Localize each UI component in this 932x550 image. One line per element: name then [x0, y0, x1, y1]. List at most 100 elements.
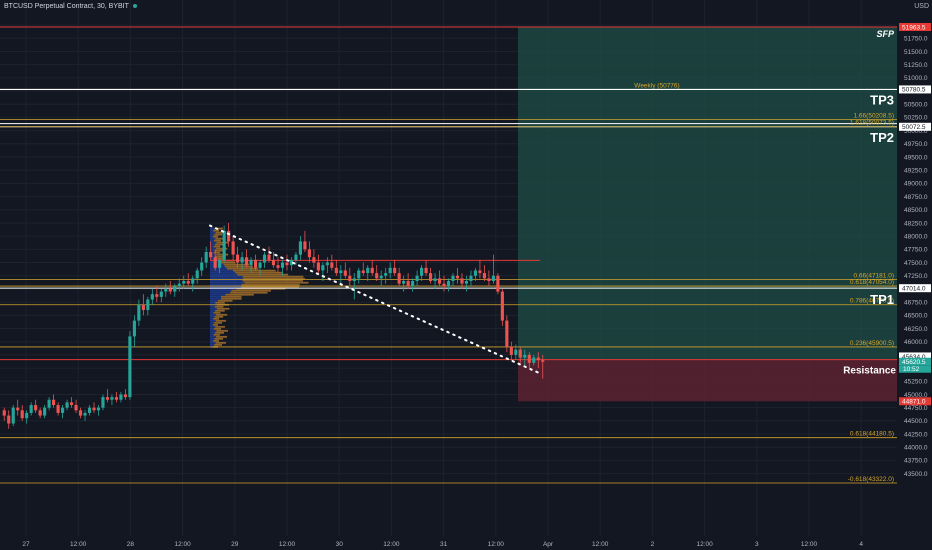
volume-bar	[215, 319, 227, 322]
volume-bar	[210, 343, 215, 346]
volume-bar	[213, 317, 220, 320]
weekly-price-tag: 50780.5	[902, 87, 926, 94]
candle-body	[294, 254, 298, 260]
candle-body	[96, 407, 101, 411]
candle-body	[110, 397, 114, 400]
candle-body	[397, 273, 401, 284]
volume-bar	[225, 293, 254, 296]
candle-body	[464, 281, 469, 284]
candle-body	[505, 320, 509, 347]
price-tick-label: 44750.0	[904, 405, 928, 412]
top-price-tag: 51963.5	[902, 24, 926, 31]
volume-bar	[213, 339, 219, 342]
candles[interactable]	[2, 222, 545, 429]
candle-body	[361, 270, 365, 274]
candle-body	[29, 405, 33, 413]
candle-body	[146, 299, 150, 311]
price-tick-label: 49500.0	[904, 154, 928, 161]
candle-body	[253, 259, 258, 268]
volume-bar	[210, 319, 216, 322]
candle-body	[424, 267, 428, 274]
candle-body	[280, 262, 285, 268]
candle-body	[132, 320, 136, 337]
price-tick-label: 45250.0	[904, 379, 928, 386]
candle-body	[34, 405, 38, 411]
volume-bar	[210, 255, 216, 258]
price-tick-label: 43750.0	[904, 458, 928, 465]
time-tick-label: 27	[22, 541, 30, 548]
volume-bar	[212, 235, 219, 238]
candle-body	[442, 283, 446, 287]
volume-bar	[214, 331, 225, 334]
candle-body	[141, 304, 145, 311]
volume-bar	[210, 339, 214, 342]
volume-bar	[221, 297, 242, 300]
volume-bar	[210, 329, 217, 332]
price-tick-label: 44250.0	[904, 431, 928, 438]
candle-body	[186, 281, 190, 284]
time-tick-label: 29	[231, 541, 239, 548]
volume-bar	[210, 237, 216, 240]
chart-legend: BTCUSD Perpetual Contract, 30, BYBIT	[4, 3, 137, 10]
volume-bar	[210, 311, 214, 314]
trendline[interactable]	[209, 224, 541, 375]
candle-body	[240, 257, 244, 263]
volume-bar	[210, 313, 217, 316]
candle-body	[87, 407, 92, 413]
candle-body	[352, 278, 356, 282]
resistance-annotation: Resistance	[843, 366, 896, 377]
candle-body	[83, 412, 87, 416]
candle-body	[460, 278, 464, 284]
candle-body	[509, 346, 513, 355]
volume-bar	[215, 255, 226, 258]
candle-body	[370, 267, 374, 274]
volume-bar	[210, 265, 226, 268]
candle-body	[343, 270, 347, 276]
candle-body	[204, 251, 208, 263]
candle-body	[159, 291, 163, 297]
candle-body	[119, 394, 123, 400]
volume-bar	[214, 343, 222, 346]
candle-body	[312, 257, 316, 263]
price-tick-label: 51250.0	[904, 62, 928, 69]
candle-body	[231, 241, 235, 255]
volume-bar	[214, 305, 224, 308]
candle-body	[150, 294, 154, 300]
volume-bar	[215, 341, 226, 344]
annotations: SFP TP3 TP2 TP1 Resistance	[843, 29, 896, 377]
time-axis[interactable]: 27 12:00 28 12:00 29 12:00 30 12:00 31 12:00 Apr 12…	[22, 541, 863, 548]
candle-body	[222, 230, 226, 260]
volume-bar	[213, 251, 221, 254]
candle-body	[455, 275, 460, 279]
volume-bar	[210, 271, 236, 274]
candle-body	[482, 273, 486, 279]
volume-bar	[218, 261, 236, 264]
volume-bar	[214, 233, 223, 236]
volume-bar	[221, 295, 242, 298]
candle-body	[177, 283, 181, 287]
price-tick-label: 50250.0	[904, 115, 928, 122]
weekly-price-tag-bg	[899, 85, 931, 94]
price-tick-label: 51000.0	[904, 75, 928, 82]
current-price-tag: 45634.0	[902, 354, 926, 361]
tp2-price-tag-bg	[899, 122, 931, 131]
fib-label: 0.786(46700.5)	[850, 298, 894, 305]
candle-body	[249, 259, 253, 266]
fib-label: -0.618(43322.0)	[848, 476, 894, 483]
candle-body	[114, 397, 119, 400]
candle-body	[393, 267, 397, 274]
candle-body	[123, 394, 127, 398]
candle-body	[276, 265, 280, 268]
volume-bar	[210, 299, 218, 302]
volume-bar	[210, 241, 217, 244]
candle-body	[52, 399, 56, 406]
fib-label: 0.618(47054.0)	[850, 279, 894, 286]
stop-price-tag-bg	[899, 397, 931, 406]
fib-label: 1.618(50073.5)	[850, 120, 894, 127]
tp2-annotation: TP2	[870, 130, 894, 145]
candle-body	[518, 349, 522, 358]
volume-bar	[231, 289, 271, 292]
volume-bar	[210, 325, 216, 328]
candle-body	[487, 278, 491, 282]
